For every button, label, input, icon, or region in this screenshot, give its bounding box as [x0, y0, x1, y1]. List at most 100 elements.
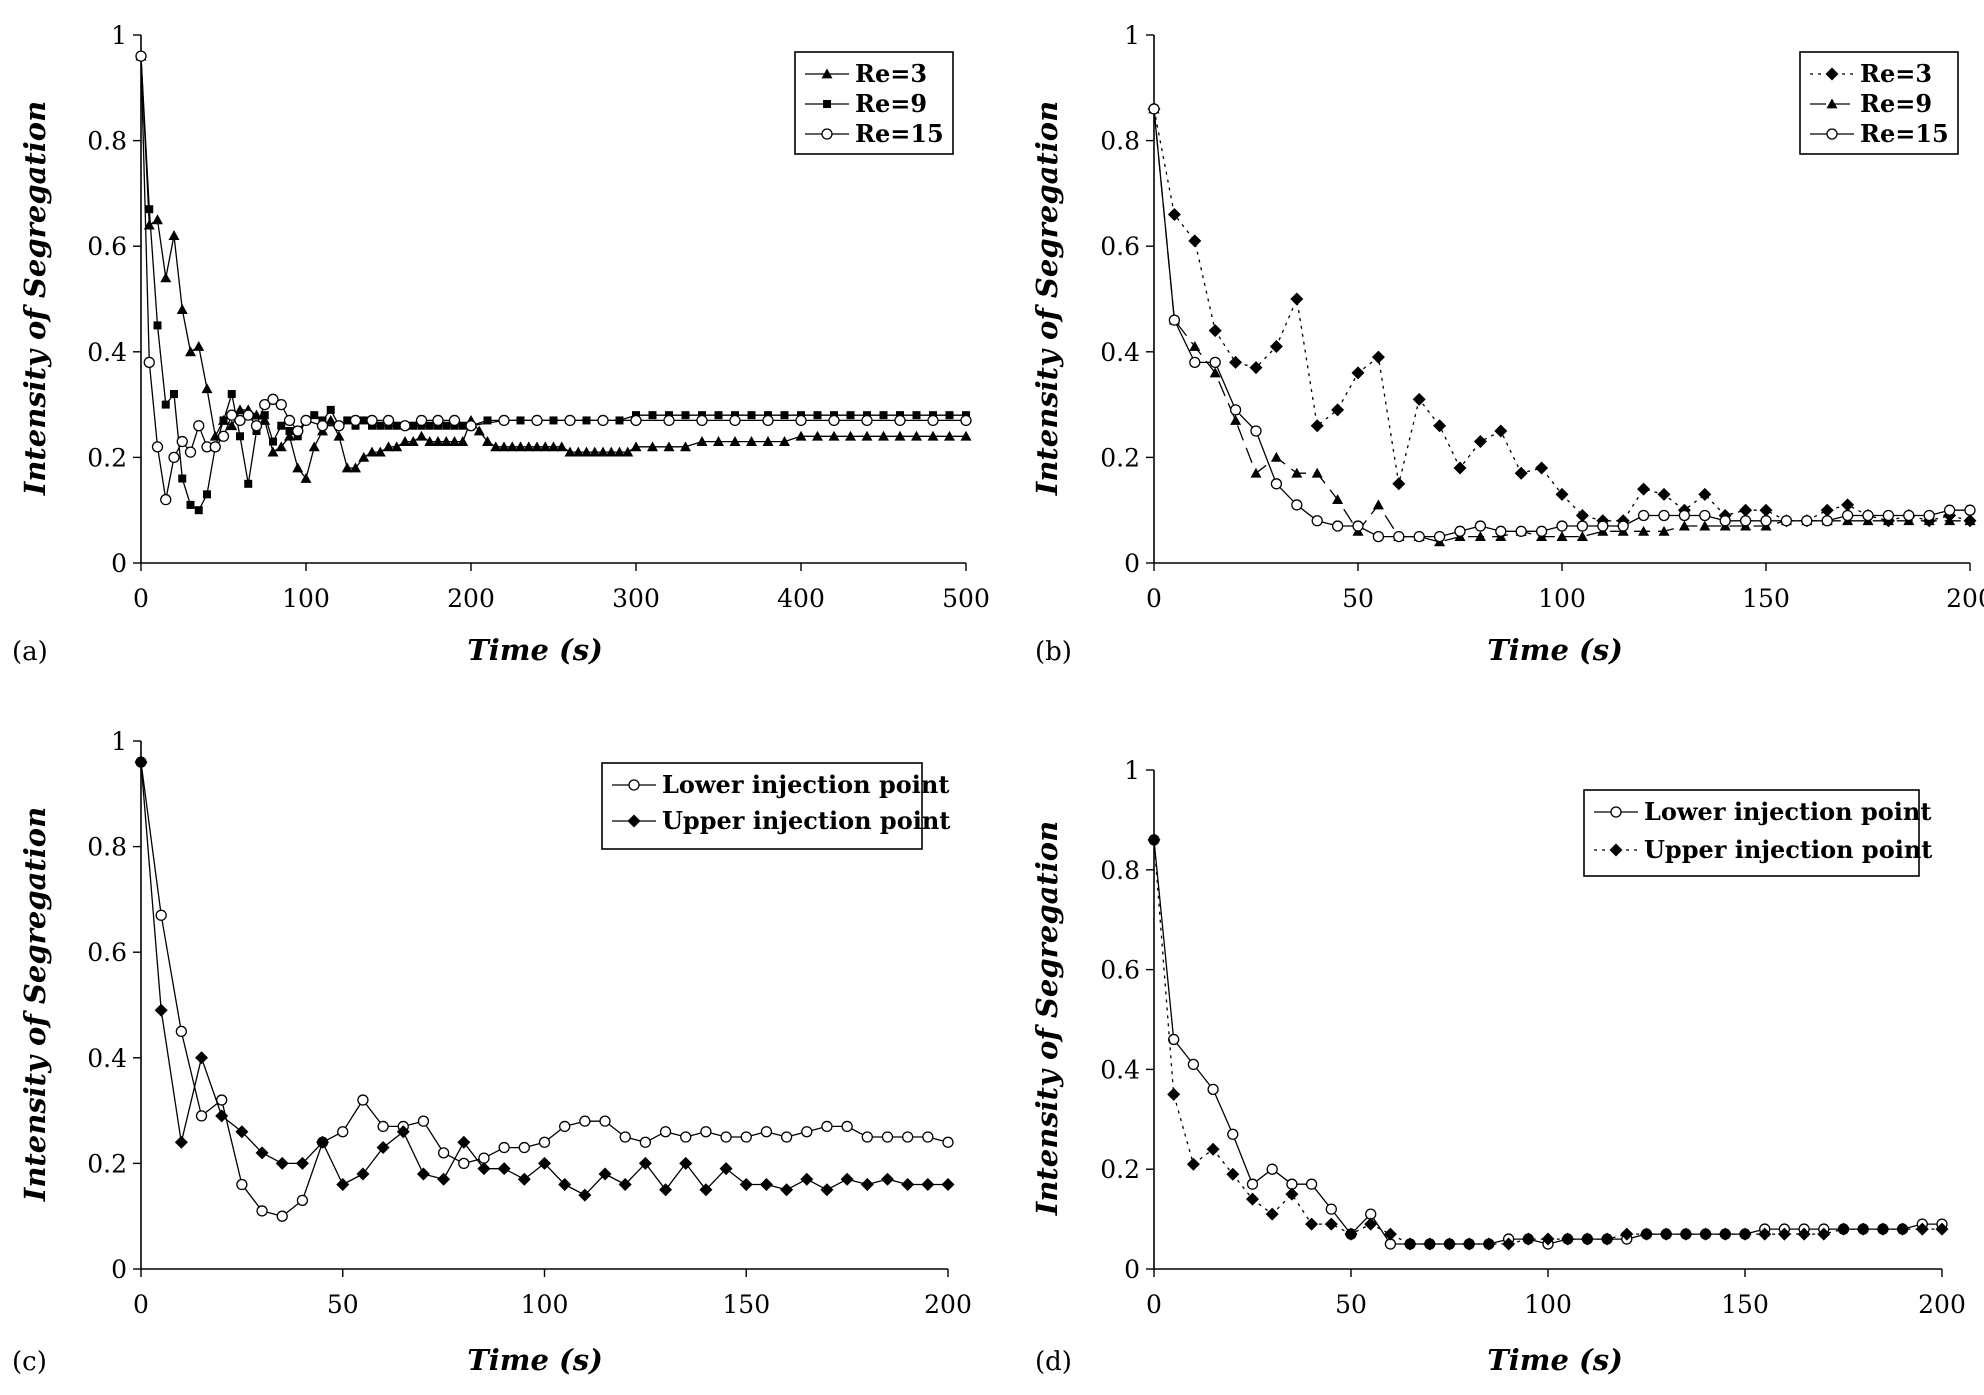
x-tick-label: 50 — [327, 1290, 359, 1319]
data-point — [820, 1183, 834, 1197]
data-point — [1229, 355, 1243, 369]
data-point — [1473, 435, 1487, 449]
data-point — [1324, 1217, 1338, 1231]
data-point — [1515, 525, 1527, 537]
data-point — [894, 414, 906, 427]
data-point — [1841, 498, 1855, 512]
series-line — [1153, 839, 1942, 1245]
data-point — [680, 441, 691, 452]
data-point — [333, 420, 345, 432]
data-point — [1637, 509, 1650, 522]
y-axis-title: Intensity of Segregation — [1030, 821, 1064, 1217]
legend-marker — [823, 100, 831, 108]
y-tick-label: 0.4 — [87, 1044, 127, 1073]
data-point — [283, 414, 296, 427]
y-tick-label: 0.2 — [1100, 1155, 1140, 1184]
data-point — [1494, 424, 1508, 438]
data-point — [1291, 467, 1303, 478]
data-point — [719, 1162, 733, 1176]
data-point — [168, 451, 180, 464]
data-point — [1266, 1163, 1278, 1175]
x-tick-label: 100 — [1524, 1290, 1572, 1319]
data-point — [437, 1172, 451, 1186]
data-point — [1760, 515, 1772, 527]
y-tick-label: 0.4 — [87, 338, 127, 367]
data-point — [1189, 341, 1201, 351]
data-point — [425, 421, 434, 430]
data-point — [1659, 1227, 1673, 1241]
data-point — [1797, 1227, 1811, 1241]
data-point — [597, 414, 609, 427]
data-point — [184, 446, 197, 458]
data-point — [465, 420, 477, 432]
data-point — [292, 462, 304, 473]
data-point — [432, 414, 444, 427]
data-point — [517, 1172, 531, 1186]
data-point — [1372, 499, 1384, 510]
data-point — [448, 414, 461, 427]
data-point — [1896, 1222, 1910, 1236]
data-point — [296, 1194, 309, 1207]
data-point — [1311, 467, 1323, 478]
data-point — [153, 321, 162, 330]
y-tick-label: 0.2 — [87, 1149, 127, 1178]
data-point — [1817, 1227, 1831, 1241]
legend-marker — [821, 128, 833, 140]
legend: Re=3Re=9Re=15 — [1799, 51, 1959, 155]
data-point — [861, 430, 873, 441]
data-point — [391, 441, 403, 452]
data-point — [619, 1131, 631, 1143]
data-point — [1576, 531, 1588, 541]
data-point — [1638, 525, 1650, 536]
data-point — [417, 1115, 430, 1127]
data-point — [861, 1131, 873, 1143]
data-point — [176, 304, 188, 314]
data-point — [1454, 525, 1466, 537]
data-point — [234, 414, 246, 427]
legend-box — [1583, 789, 1920, 877]
data-point — [1759, 503, 1773, 517]
data-point — [518, 1141, 530, 1154]
x-tick-label: 100 — [521, 1290, 569, 1319]
x-axis-title: Time (s) — [467, 1343, 603, 1377]
data-point — [812, 430, 823, 441]
data-point — [217, 430, 230, 442]
data-point — [1186, 1157, 1200, 1171]
data-point — [921, 1178, 935, 1192]
x-axis-title: Time (s) — [1487, 633, 1623, 667]
data-point — [581, 446, 592, 457]
data-point — [1147, 833, 1161, 847]
data-point — [1876, 1222, 1890, 1236]
panel-label: (b) — [1035, 637, 1072, 667]
data-point — [760, 1126, 773, 1138]
data-point — [308, 441, 320, 452]
data-point — [377, 1120, 389, 1133]
x-tick-label: 400 — [777, 584, 825, 613]
legend-label: Re=3 — [1860, 59, 1932, 88]
data-point — [780, 411, 789, 420]
data-point — [630, 441, 642, 452]
data-point — [1576, 520, 1589, 532]
data-point — [1678, 509, 1691, 522]
data-point — [846, 411, 855, 420]
data-point — [1801, 515, 1813, 527]
legend-marker — [1826, 98, 1838, 109]
data-point — [696, 414, 708, 427]
data-point — [1331, 520, 1344, 532]
data-point — [639, 1136, 652, 1148]
data-point — [185, 346, 196, 357]
data-point — [558, 1178, 572, 1192]
data-point — [945, 411, 954, 420]
data-point — [1285, 1187, 1299, 1201]
data-point — [911, 430, 922, 441]
data-point — [780, 1131, 793, 1143]
data-point — [1393, 530, 1405, 543]
data-point — [927, 430, 939, 441]
x-tick-label: 300 — [612, 584, 660, 613]
data-point — [1392, 477, 1406, 491]
data-point — [219, 416, 228, 425]
y-tick-label: 1 — [1124, 21, 1140, 50]
legend-marker — [1610, 806, 1622, 818]
y-tick-label: 0.6 — [87, 232, 127, 261]
